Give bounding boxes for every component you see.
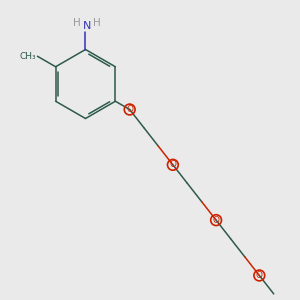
Text: H: H xyxy=(73,18,80,28)
Text: O: O xyxy=(213,216,220,225)
Text: H: H xyxy=(93,18,101,28)
Text: O: O xyxy=(126,105,133,114)
Text: O: O xyxy=(256,271,263,280)
Text: N: N xyxy=(83,21,91,31)
Text: CH₃: CH₃ xyxy=(19,52,36,61)
Text: O: O xyxy=(169,160,176,169)
